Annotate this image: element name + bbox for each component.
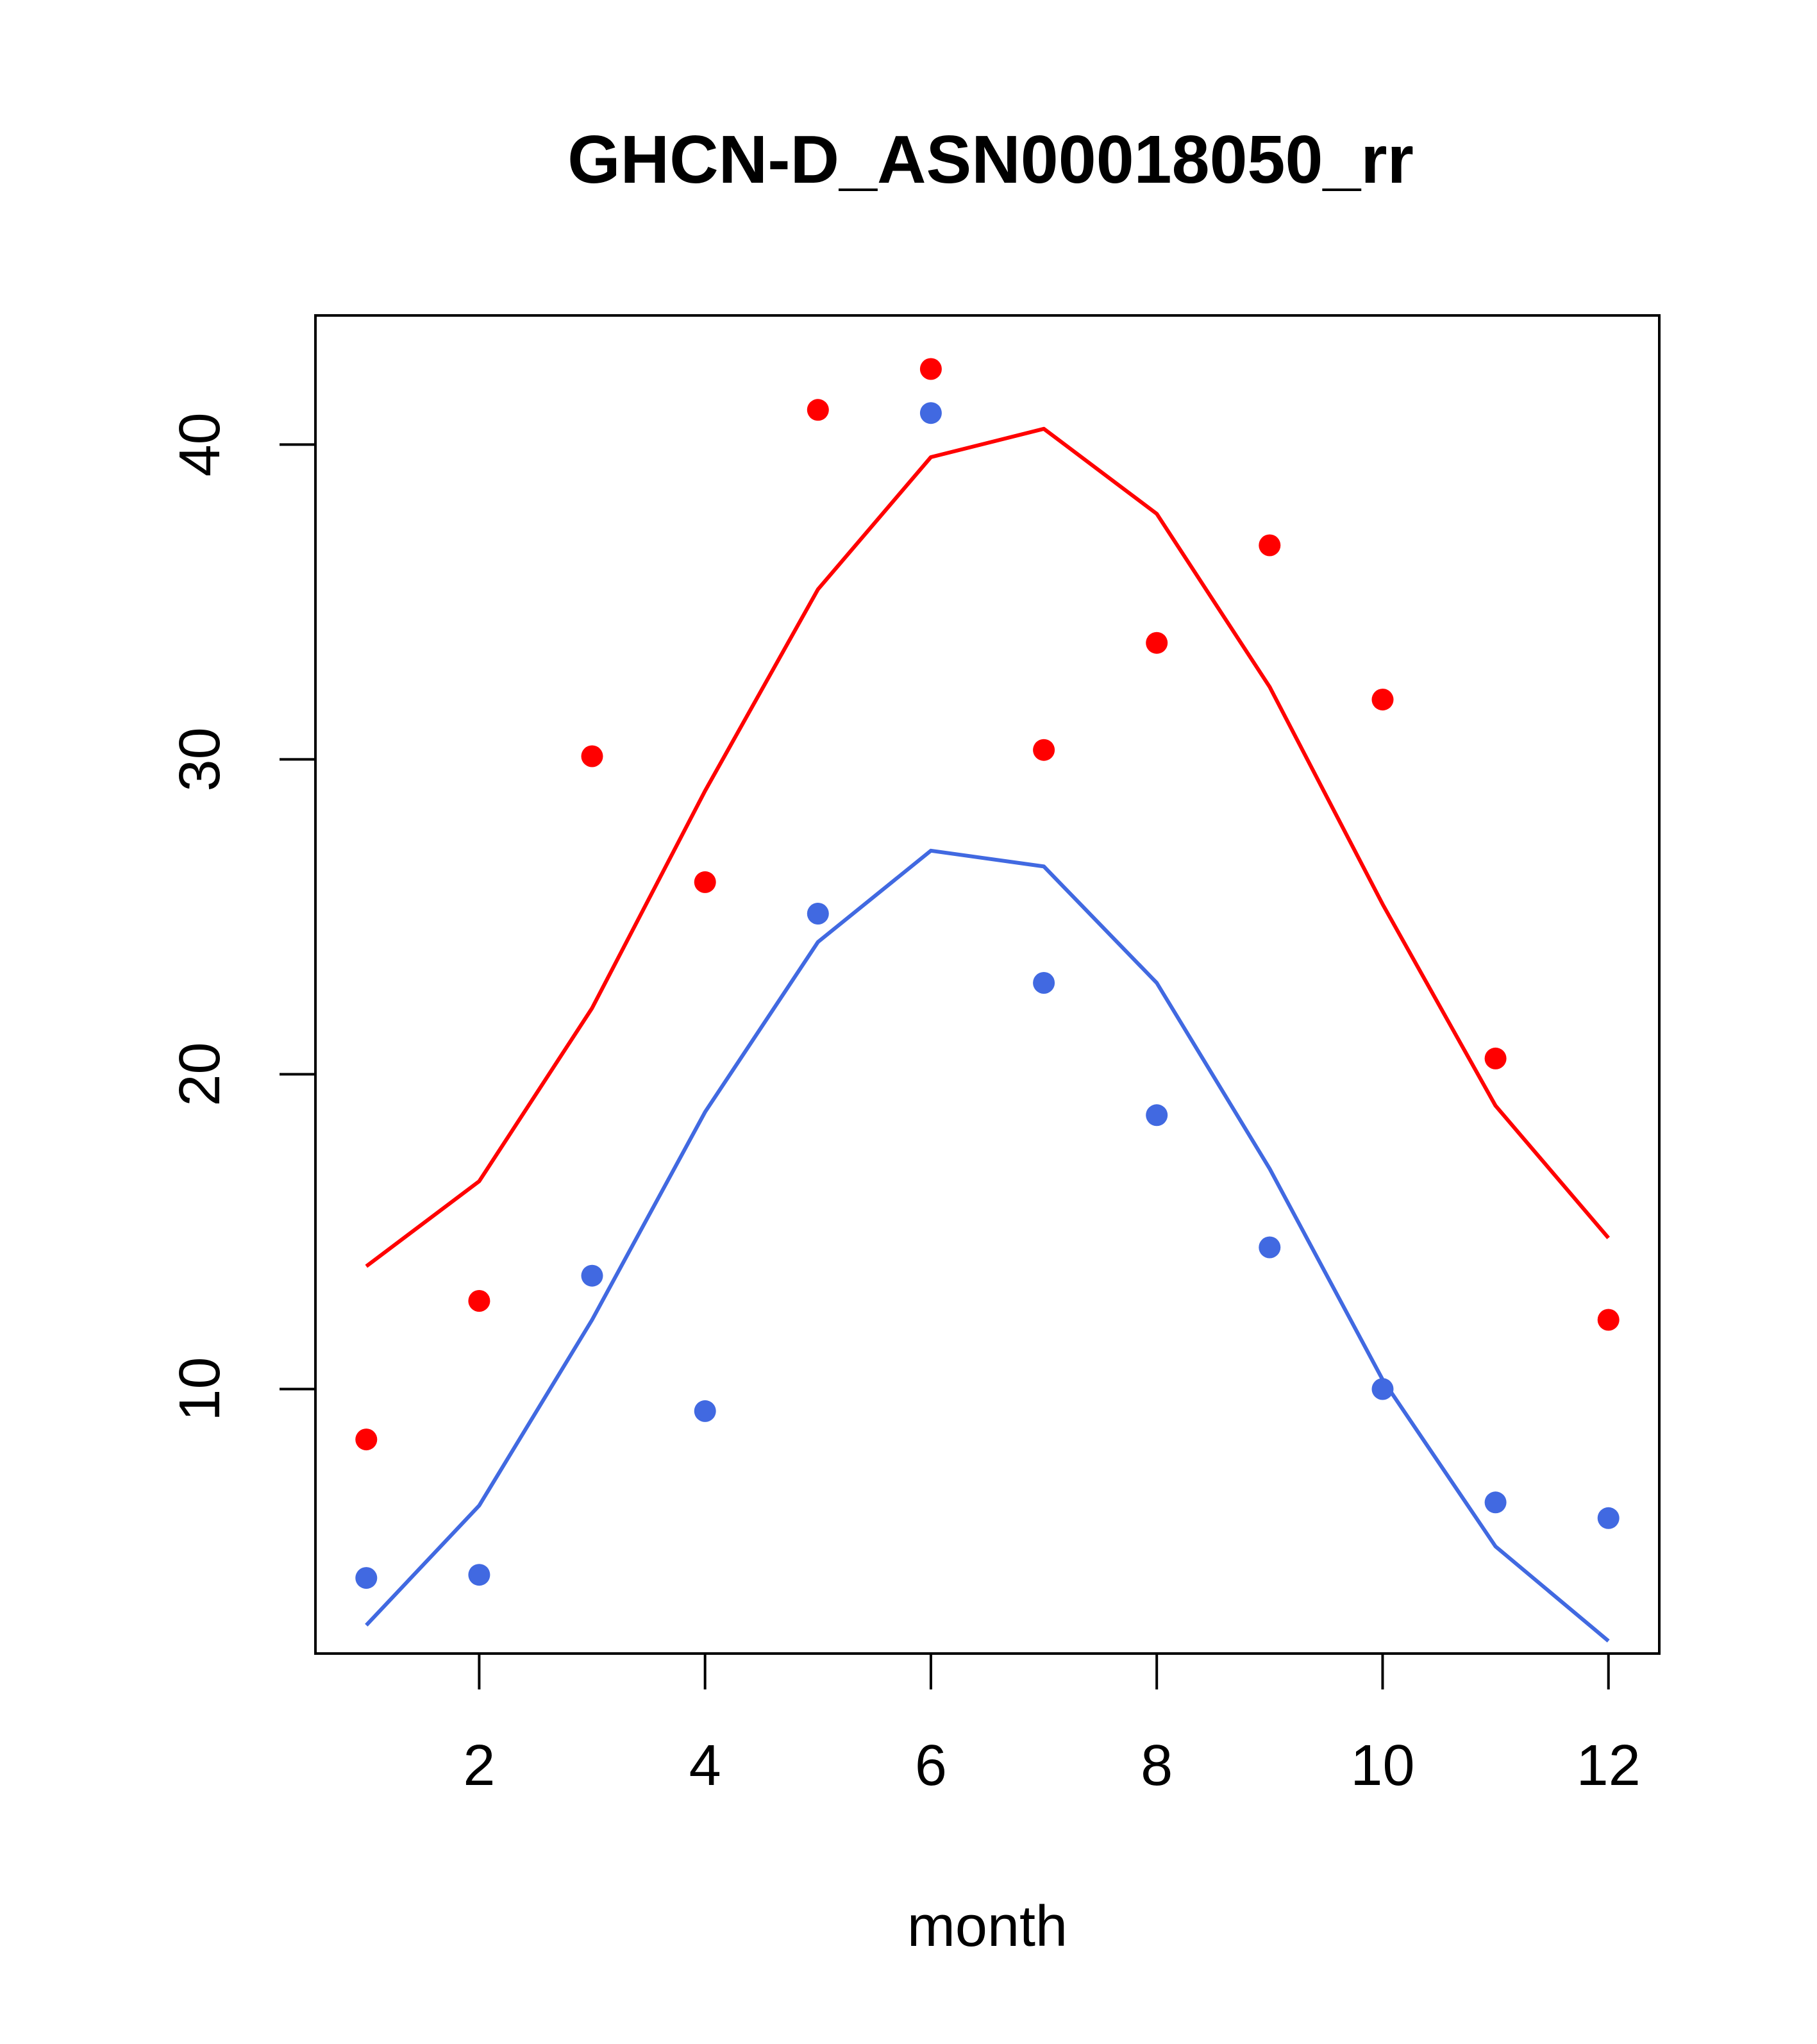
series-2-point: [355, 1567, 378, 1589]
chart-title: GHCN-D_ASN00018050_rr: [567, 122, 1414, 197]
y-tick-label: 20: [168, 1042, 232, 1106]
series-1-point: [1371, 689, 1394, 711]
series-2-point: [581, 1264, 603, 1287]
x-axis: 2 4 6 8 10 12: [463, 1652, 1641, 1798]
series-1-point: [468, 1290, 490, 1312]
series-1-point: [355, 1428, 378, 1451]
x-tick-label: 2: [463, 1734, 495, 1798]
series-lines: [365, 426, 1610, 1643]
series-2-point: [919, 402, 942, 424]
y-tick-label: 40: [168, 412, 232, 476]
x-tick-label: 8: [1141, 1734, 1173, 1798]
series-2-point: [1033, 972, 1055, 994]
series-1-point: [1146, 632, 1168, 654]
series-2-point: [694, 1400, 716, 1422]
x-axis-label: month: [907, 1895, 1068, 1959]
series-1-point: [694, 871, 716, 893]
y-tick-label: 30: [168, 727, 232, 791]
series-2-point: [807, 903, 829, 925]
series-1-point: [1484, 1047, 1507, 1069]
series-1-point: [919, 358, 942, 380]
series-1-point: [581, 745, 603, 767]
series-2-point: [1146, 1104, 1168, 1127]
series-2-point: [1371, 1378, 1394, 1400]
series-2-point: [1597, 1507, 1620, 1529]
series-2-line: [365, 848, 1610, 1643]
x-tick-label: 12: [1577, 1734, 1641, 1798]
series-1-point: [807, 399, 829, 421]
series-2-point: [1484, 1491, 1507, 1514]
series-2-point: [468, 1564, 490, 1586]
series-1-point: [1597, 1309, 1620, 1331]
series-2-point: [1259, 1236, 1281, 1259]
y-axis: 10 20 30 40: [168, 412, 317, 1421]
y-tick-label: 10: [168, 1357, 232, 1421]
series-points: [355, 358, 1620, 1589]
series-1-point: [1259, 534, 1281, 557]
x-tick-label: 10: [1350, 1734, 1414, 1798]
series-1-point: [1033, 739, 1055, 761]
x-tick-label: 6: [915, 1734, 947, 1798]
plot-frame: [314, 314, 1661, 1655]
series-1-line: [365, 426, 1610, 1268]
x-tick-label: 4: [689, 1734, 721, 1798]
